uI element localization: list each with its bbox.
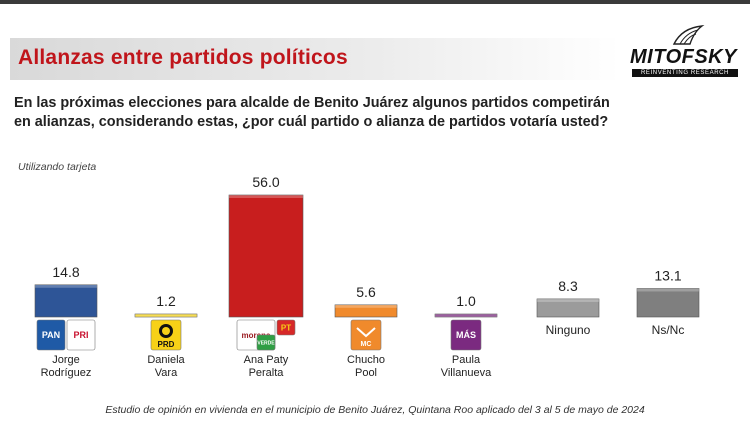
svg-text:MÁS: MÁS — [456, 330, 476, 340]
title-band — [10, 38, 620, 80]
logo-wordmark: MITOFSKY — [630, 46, 737, 68]
survey-question: En las próximas elecciones para alcalde … — [14, 95, 610, 130]
bar-4 — [434, 313, 498, 318]
value-label-6: 13.1 — [654, 267, 681, 283]
svg-text:PRI: PRI — [73, 330, 88, 340]
bar-highlight-2 — [229, 195, 303, 198]
candidate-name-line1: Ns/Nc — [651, 323, 685, 337]
candidate-name-line1: Paula — [451, 354, 481, 366]
bar-highlight-6 — [637, 288, 699, 292]
bar-0 — [34, 284, 98, 318]
party-logo-mc-icon: MC — [350, 319, 382, 351]
party-logo-pri-icon: PRI — [66, 319, 96, 351]
candidate-name-line2: Rodríguez — [40, 367, 92, 379]
value-label-4: 1.0 — [456, 293, 476, 309]
footer-note: Estudio de opinión en vivienda en el mun… — [105, 404, 645, 416]
top-border — [0, 0, 750, 4]
candidate-label-4: Paula Villanueva — [421, 354, 511, 380]
candidate-name-line2: Villanueva — [440, 367, 492, 379]
bar-6 — [636, 288, 700, 318]
candidate-label-3: Chucho Pool — [321, 354, 411, 380]
candidate-label-2: Ana Paty Peralta — [221, 354, 311, 380]
page-title: Allanzas entre partidos políticos — [18, 46, 348, 69]
value-label-2: 56.0 — [252, 174, 279, 190]
logo-tagline: REINVENTING RESEARCH — [632, 69, 738, 77]
bar-highlight-1 — [135, 314, 197, 317]
mitofsky-logo: MITOFSKY REINVENTING RESEARCH — [630, 24, 742, 84]
candidate-label-0: Jorge Rodríguez — [21, 354, 111, 380]
candidate-name-line2: Vara — [154, 367, 178, 379]
svg-text:MC: MC — [361, 341, 372, 348]
bird-logo-icon — [672, 25, 705, 45]
party-logo-pan-icon: PAN — [36, 319, 66, 351]
svg-text:PT: PT — [281, 323, 291, 332]
candidate-name-line1: Jorge — [52, 354, 80, 366]
bar-3 — [334, 304, 398, 318]
candidate-label-5: Ninguno — [523, 324, 613, 337]
svg-text:PAN: PAN — [42, 330, 60, 340]
bar-highlight-4 — [435, 314, 497, 317]
candidate-label-6: Ns/Nc — [623, 324, 713, 337]
party-logo-pt-icon: PT — [276, 319, 296, 336]
value-label-1: 1.2 — [156, 293, 176, 309]
candidate-name-line1: Ana Paty — [243, 354, 289, 366]
candidate-name-line2: Pool — [354, 367, 378, 379]
candidate-name-line1: Daniela — [147, 354, 185, 366]
candidate-name-line1: Chucho — [347, 354, 385, 366]
svg-text:PRD: PRD — [158, 340, 175, 349]
svg-text:morena: morena — [242, 331, 271, 340]
value-label-5: 8.3 — [558, 278, 578, 294]
party-logo-prd-icon: PRD — [150, 319, 182, 351]
candidate-label-1: Daniela Vara — [121, 354, 211, 380]
bar-2 — [228, 194, 304, 318]
value-label-0: 14.8 — [52, 264, 79, 280]
method-note: Utilizando tarjeta — [18, 161, 97, 173]
party-logo-más-icon: MÁS — [450, 319, 482, 351]
candidate-name-line1: Ninguno — [545, 323, 591, 337]
bar-1 — [134, 313, 198, 318]
bar-highlight-3 — [335, 304, 397, 308]
bar-5 — [536, 298, 600, 318]
bar-highlight-5 — [537, 298, 599, 302]
svg-text:VERDE: VERDE — [257, 340, 275, 346]
vote-bar-chart: 14.8 1.2 56.0 5.6 1.0 8.3 13.1 PAN PRI PRD morena P… — [34, 174, 700, 351]
value-label-3: 5.6 — [356, 284, 376, 300]
bar-highlight-0 — [35, 284, 97, 288]
candidate-name-line2: Peralta — [248, 367, 284, 379]
party-logo-verde-icon: VERDE — [256, 334, 276, 351]
